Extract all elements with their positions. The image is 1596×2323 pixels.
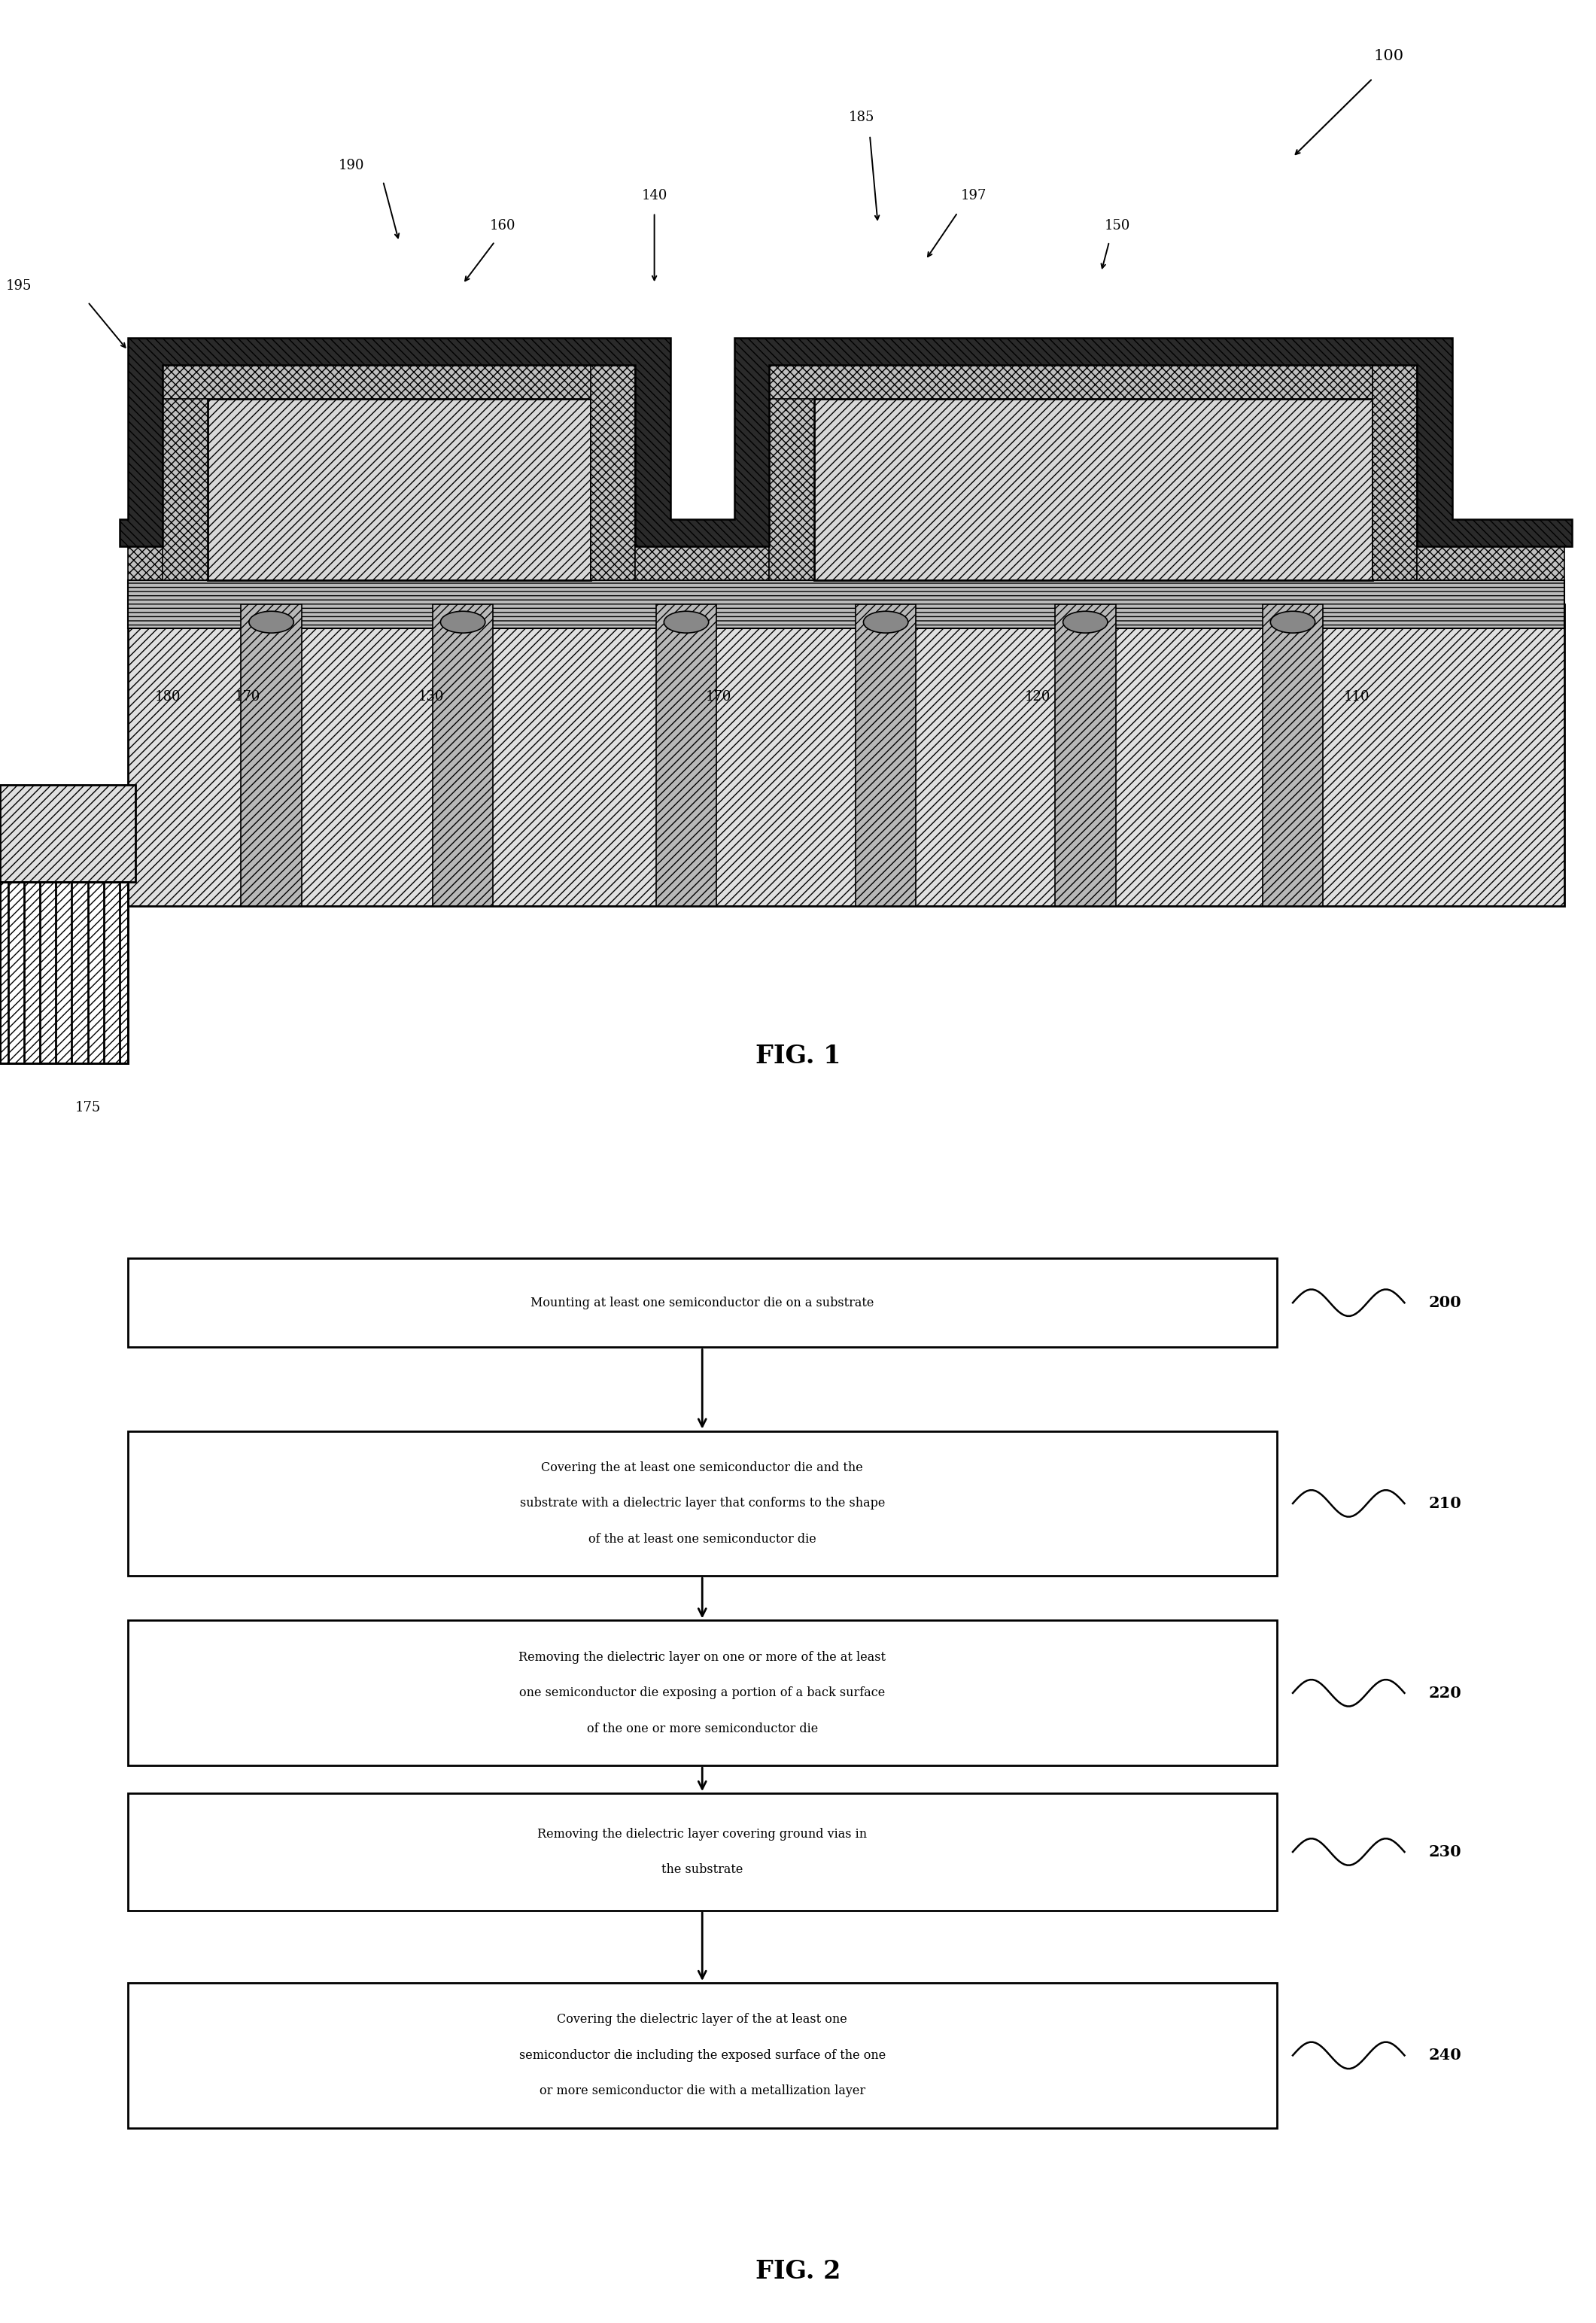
Bar bbox=[591, 365, 635, 581]
Text: semiconductor die including the exposed surface of the one: semiconductor die including the exposed … bbox=[519, 2049, 886, 2063]
Text: 160: 160 bbox=[490, 218, 516, 232]
Text: FIG. 1: FIG. 1 bbox=[755, 1043, 841, 1069]
Ellipse shape bbox=[249, 611, 294, 632]
Bar bbox=[1262, 604, 1323, 906]
Bar bbox=[128, 581, 1564, 627]
Text: FIG. 2: FIG. 2 bbox=[755, 2258, 841, 2284]
Ellipse shape bbox=[1063, 611, 1108, 632]
Text: 210: 210 bbox=[1428, 1496, 1462, 1510]
Bar bbox=[163, 365, 635, 400]
Bar bbox=[128, 1621, 1277, 1765]
Bar bbox=[1055, 604, 1116, 906]
Text: 120: 120 bbox=[1025, 690, 1050, 704]
Text: 100: 100 bbox=[1374, 49, 1403, 63]
Ellipse shape bbox=[1270, 611, 1315, 632]
Bar bbox=[128, 1793, 1277, 1910]
Text: Covering the at least one semiconductor die and the: Covering the at least one semiconductor … bbox=[541, 1461, 863, 1475]
Text: 230: 230 bbox=[1428, 1844, 1462, 1858]
Text: the substrate: the substrate bbox=[661, 1863, 744, 1877]
Text: 195: 195 bbox=[6, 279, 32, 293]
Text: Mounting at least one semiconductor die on a substrate: Mounting at least one semiconductor die … bbox=[530, 1296, 875, 1310]
Text: 150: 150 bbox=[1104, 218, 1130, 232]
Text: 175: 175 bbox=[75, 1101, 101, 1115]
Bar bbox=[769, 365, 1417, 400]
Text: Removing the dielectric layer covering ground vias in: Removing the dielectric layer covering g… bbox=[538, 1828, 867, 1840]
Polygon shape bbox=[120, 339, 1572, 546]
Bar bbox=[0, 785, 136, 883]
Text: 220: 220 bbox=[1428, 1686, 1462, 1700]
Ellipse shape bbox=[664, 611, 709, 632]
Text: 240: 240 bbox=[1428, 2049, 1462, 2063]
Bar bbox=[128, 1984, 1277, 2128]
Bar bbox=[855, 604, 916, 906]
Bar bbox=[207, 400, 591, 581]
Bar bbox=[0, 883, 128, 1064]
Bar bbox=[769, 365, 814, 581]
Text: 170: 170 bbox=[235, 690, 260, 704]
Bar bbox=[163, 365, 207, 581]
Ellipse shape bbox=[440, 611, 485, 632]
Text: 110: 110 bbox=[1344, 690, 1369, 704]
Text: Removing the dielectric layer on one or more of the at least: Removing the dielectric layer on one or … bbox=[519, 1652, 886, 1663]
Text: 190: 190 bbox=[338, 158, 364, 172]
Text: 180: 180 bbox=[155, 690, 180, 704]
Bar bbox=[128, 604, 1564, 906]
Bar bbox=[656, 604, 717, 906]
Text: 130: 130 bbox=[418, 690, 444, 704]
Text: of the at least one semiconductor die: of the at least one semiconductor die bbox=[589, 1533, 816, 1545]
Bar bbox=[433, 604, 493, 906]
Bar bbox=[0, 883, 128, 1064]
Text: 185: 185 bbox=[849, 109, 875, 123]
Ellipse shape bbox=[863, 611, 908, 632]
Text: or more semiconductor die with a metallization layer: or more semiconductor die with a metalli… bbox=[539, 2084, 865, 2098]
Bar bbox=[814, 400, 1373, 581]
Text: of the one or more semiconductor die: of the one or more semiconductor die bbox=[587, 1721, 817, 1735]
Bar bbox=[128, 546, 207, 581]
Bar bbox=[1373, 365, 1417, 581]
Text: 200: 200 bbox=[1428, 1296, 1462, 1310]
Text: Covering the dielectric layer of the at least one: Covering the dielectric layer of the at … bbox=[557, 2014, 847, 2026]
Bar bbox=[1417, 546, 1564, 581]
Text: 197: 197 bbox=[961, 188, 986, 202]
Bar bbox=[635, 546, 769, 581]
Bar bbox=[241, 604, 302, 906]
Bar bbox=[128, 1431, 1277, 1575]
Text: one semiconductor die exposing a portion of a back surface: one semiconductor die exposing a portion… bbox=[519, 1686, 886, 1700]
Text: 170: 170 bbox=[705, 690, 731, 704]
Text: 140: 140 bbox=[642, 188, 667, 202]
Bar bbox=[128, 1259, 1277, 1347]
Text: substrate with a dielectric layer that conforms to the shape: substrate with a dielectric layer that c… bbox=[520, 1496, 884, 1510]
